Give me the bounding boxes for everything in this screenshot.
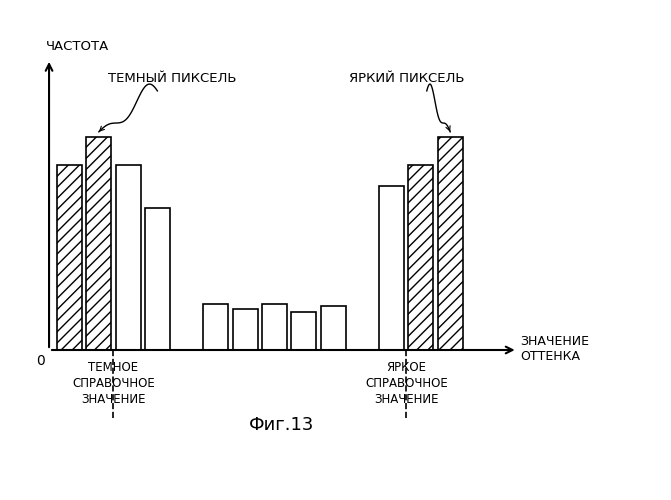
Text: ЯРКИЙ ПИКСЕЛЬ: ЯРКИЙ ПИКСЕЛЬ (348, 72, 464, 86)
Bar (409, 164, 433, 350)
Bar (437, 138, 462, 350)
Text: ТЕМНЫЙ ПИКСЕЛЬ: ТЕМНЫЙ ПИКСЕЛЬ (108, 72, 236, 86)
Bar (115, 164, 140, 350)
Bar (321, 306, 346, 350)
Text: 0: 0 (36, 354, 45, 368)
Text: ЯРКОЕ
СПРАВОЧНОЕ
ЗНАЧЕНИЕ: ЯРКОЕ СПРАВОЧНОЕ ЗНАЧЕНИЕ (365, 361, 448, 406)
Bar (87, 138, 111, 350)
Bar (145, 208, 170, 350)
Text: Фиг.13: Фиг.13 (249, 416, 315, 434)
Bar (203, 304, 228, 350)
Bar (233, 309, 258, 350)
Bar (291, 312, 316, 350)
Bar (262, 304, 287, 350)
Bar (379, 186, 404, 350)
Bar (57, 164, 82, 350)
Text: ЧАСТОТА: ЧАСТОТА (46, 40, 109, 53)
Text: ЗНАЧЕНИЕ
ОТТЕНКА: ЗНАЧЕНИЕ ОТТЕНКА (521, 334, 589, 362)
Text: ТЕМНОЕ
СПРАВОЧНОЕ
ЗНАЧЕНИЕ: ТЕМНОЕ СПРАВОЧНОЕ ЗНАЧЕНИЕ (72, 361, 155, 406)
